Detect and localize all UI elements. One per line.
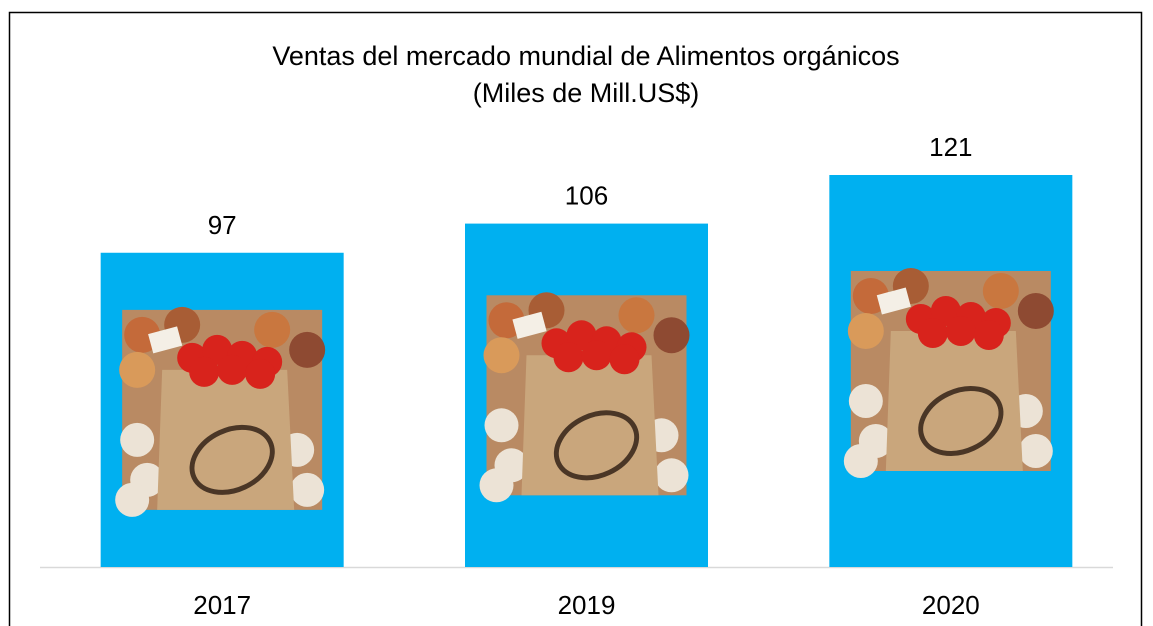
chart-title: Ventas del mercado mundial de Alimentos … <box>272 41 899 71</box>
photo-bag <box>521 355 659 496</box>
photo-tomato <box>609 344 640 375</box>
photo-tomato <box>581 340 612 371</box>
photo-veg <box>483 337 520 374</box>
value-label: 97 <box>208 210 237 240</box>
photo-veg <box>119 351 156 388</box>
bar-photo <box>115 306 326 517</box>
photo-tag <box>876 287 911 315</box>
photo-tomato <box>945 316 976 346</box>
photo-veg <box>618 297 655 334</box>
x-tick-label: 2019 <box>558 590 616 620</box>
photo-tomato <box>917 318 948 348</box>
photo-garlic <box>848 384 883 418</box>
photo-veg <box>847 313 884 349</box>
photo-veg <box>289 331 326 368</box>
x-tick-label: 2017 <box>193 590 251 620</box>
bar-photo <box>479 292 690 503</box>
value-label: 106 <box>565 181 608 211</box>
photo-garlic <box>120 422 155 457</box>
photo-tomato <box>973 320 1004 350</box>
photo-garlic <box>290 472 325 507</box>
photo-tomato <box>189 356 220 387</box>
bar-photo <box>843 268 1054 478</box>
photo-veg <box>1017 293 1054 329</box>
photo-tomato <box>245 358 276 389</box>
photo-tomato <box>553 342 584 373</box>
photo-garlic <box>484 408 519 443</box>
chart-border <box>8 11 1143 626</box>
photo-stamp <box>553 410 640 481</box>
photo-bag <box>157 369 295 510</box>
photo-stamp <box>189 424 275 495</box>
photo-veg <box>653 317 690 354</box>
photo-stamp <box>918 386 1004 456</box>
photo-bag <box>885 331 1023 471</box>
photo-veg <box>982 273 1019 309</box>
photo-garlic <box>1018 434 1053 468</box>
photo-tag <box>512 311 547 339</box>
photo-veg <box>254 311 291 348</box>
photo-garlic <box>654 458 689 493</box>
photo-garlic <box>479 468 514 503</box>
photo-garlic <box>115 482 150 517</box>
photo-garlic <box>843 444 878 478</box>
value-label: 121 <box>929 132 972 162</box>
photo-tag <box>148 326 183 354</box>
x-tick-label: 2020 <box>922 590 980 620</box>
chart-subtitle: (Miles de Mill.US$) <box>473 78 700 108</box>
photo-tomato <box>217 354 248 385</box>
